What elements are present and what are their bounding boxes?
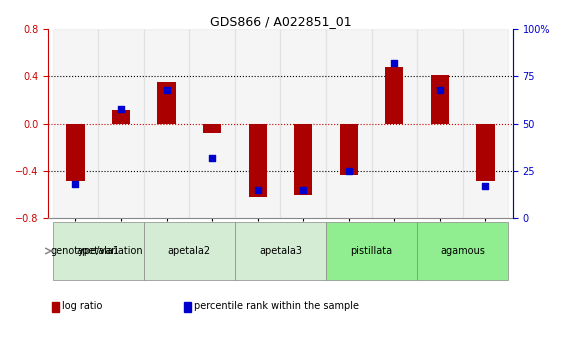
Point bbox=[481, 184, 490, 189]
Text: genotype/variation: genotype/variation bbox=[50, 246, 143, 256]
Point bbox=[436, 87, 445, 92]
Bar bbox=[476, 124, 494, 180]
Title: GDS866 / A022851_01: GDS866 / A022851_01 bbox=[210, 15, 351, 28]
Point bbox=[116, 106, 125, 111]
Bar bbox=[184, 302, 191, 312]
Bar bbox=[158, 82, 176, 124]
Point bbox=[253, 187, 262, 193]
FancyBboxPatch shape bbox=[326, 222, 417, 280]
Bar bbox=[326, 29, 372, 218]
Bar bbox=[372, 29, 417, 218]
Point bbox=[344, 168, 353, 174]
Point bbox=[207, 155, 216, 161]
FancyBboxPatch shape bbox=[53, 222, 144, 280]
Text: percentile rank within the sample: percentile rank within the sample bbox=[194, 301, 359, 311]
Bar bbox=[98, 29, 144, 218]
Bar bbox=[249, 124, 267, 197]
Bar bbox=[431, 75, 449, 124]
Text: agamous: agamous bbox=[440, 246, 485, 256]
Point bbox=[162, 87, 171, 92]
Bar bbox=[52, 302, 59, 312]
Point bbox=[71, 181, 80, 187]
Bar bbox=[112, 110, 130, 124]
FancyBboxPatch shape bbox=[144, 222, 235, 280]
Bar bbox=[144, 29, 189, 218]
Bar bbox=[235, 29, 280, 218]
Text: apetala1: apetala1 bbox=[77, 246, 120, 256]
Text: pistillata: pistillata bbox=[350, 246, 393, 256]
Bar bbox=[340, 124, 358, 175]
Point bbox=[390, 60, 399, 66]
FancyBboxPatch shape bbox=[417, 222, 508, 280]
FancyBboxPatch shape bbox=[235, 222, 326, 280]
Bar bbox=[385, 67, 403, 124]
Point bbox=[299, 187, 308, 193]
Bar bbox=[417, 29, 463, 218]
Text: apetala2: apetala2 bbox=[168, 246, 211, 256]
Bar bbox=[294, 124, 312, 195]
Text: apetala3: apetala3 bbox=[259, 246, 302, 256]
Bar bbox=[280, 29, 326, 218]
Bar bbox=[203, 124, 221, 133]
Bar bbox=[189, 29, 235, 218]
Bar bbox=[53, 29, 98, 218]
Bar bbox=[463, 29, 508, 218]
Text: log ratio: log ratio bbox=[62, 301, 102, 311]
Bar bbox=[66, 124, 85, 180]
